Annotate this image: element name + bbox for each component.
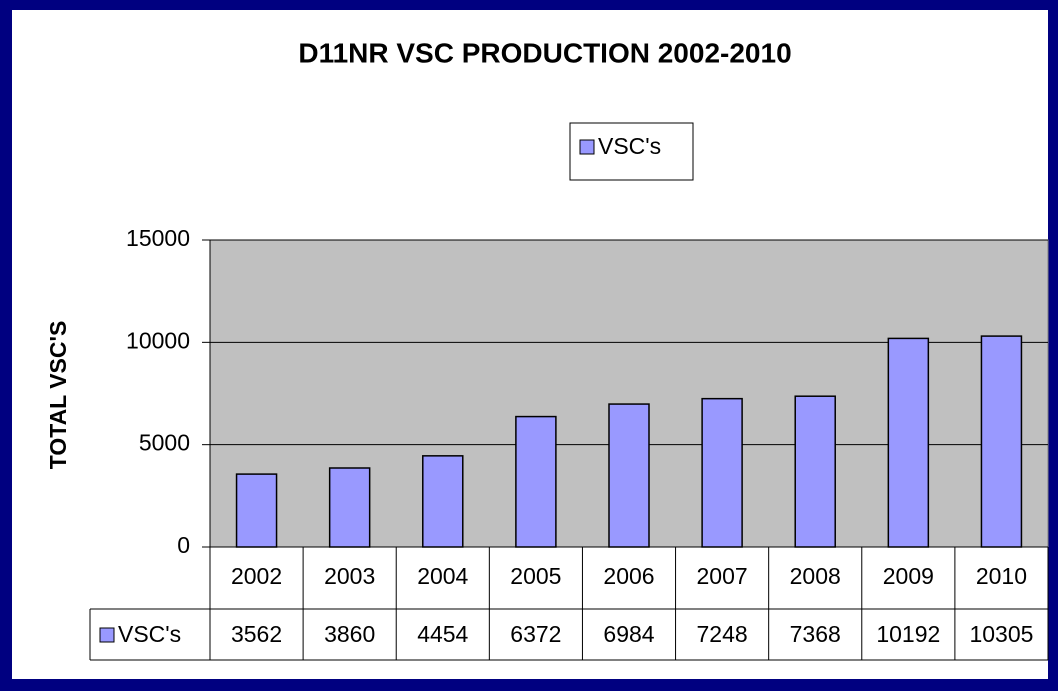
table-value: 10305 [969,621,1033,647]
bar [887,337,930,548]
table-value: 4454 [417,621,468,647]
legend-key [579,139,595,155]
legend-label: VSC's [598,133,661,159]
y-tick-label: 0 [177,532,190,558]
table-value: 6372 [510,621,561,647]
x-tick-label: 2008 [790,563,841,589]
table-value: 7248 [697,621,748,647]
x-tick-label: 2009 [883,563,934,589]
bar [608,403,650,548]
bar [701,397,743,548]
table-value: 3562 [231,621,282,647]
bar [515,415,557,548]
y-axis-label: TOTAL VSC'S [45,321,71,470]
x-tick-label: 2002 [231,563,282,589]
x-tick-label: 2007 [697,563,748,589]
bar [422,455,464,548]
table-legend-key [99,627,115,643]
x-tick-label: 2010 [976,563,1027,589]
y-tick-label: 5000 [139,430,190,456]
table-value: 6984 [603,621,654,647]
x-tick-label: 2005 [510,563,561,589]
bar [794,395,836,548]
table-value: 7368 [790,621,841,647]
y-tick-label: 10000 [126,327,190,353]
table-row-header: VSC's [118,621,181,647]
x-tick-label: 2004 [417,563,468,589]
table-value: 3860 [324,621,375,647]
x-tick-label: 2003 [324,563,375,589]
bar [235,473,278,548]
table-value: 10192 [876,621,940,647]
y-tick-label: 15000 [126,225,190,251]
bar [328,467,371,548]
chart-title: D11NR VSC PRODUCTION 2002-2010 [298,37,791,68]
bar [980,335,1023,548]
x-tick-label: 2006 [603,563,654,589]
